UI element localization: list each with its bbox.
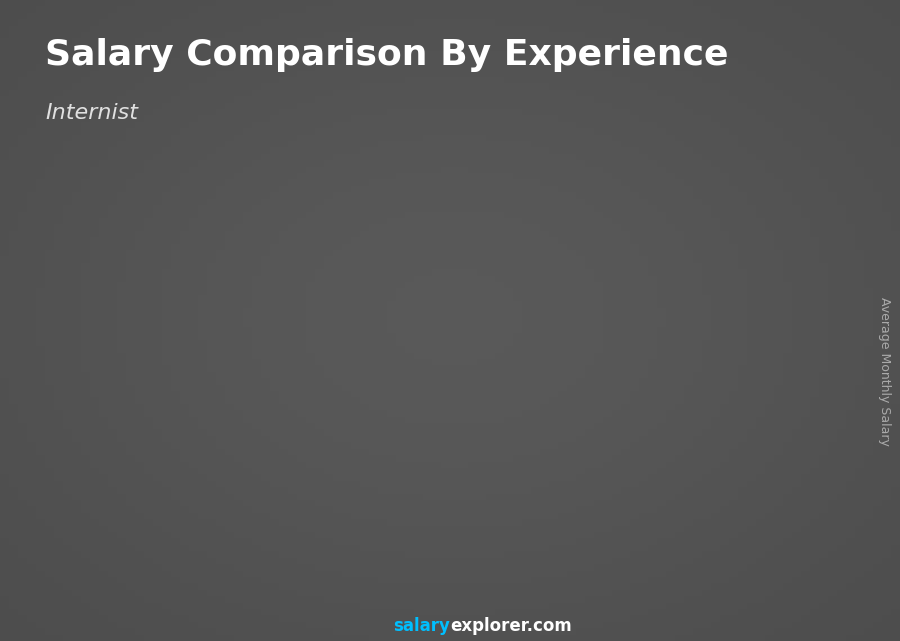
Text: +21%: +21%: [399, 245, 474, 269]
Polygon shape: [463, 288, 554, 294]
Bar: [205, 391, 283, 558]
Polygon shape: [154, 430, 169, 558]
Text: +34%: +34%: [141, 325, 218, 349]
Text: 20+ Years: 20+ Years: [710, 584, 805, 603]
Polygon shape: [796, 248, 811, 558]
Text: 36,400 SGD: 36,400 SGD: [723, 284, 814, 299]
Text: +5%: +5%: [663, 210, 724, 234]
Text: ★: ★: [770, 54, 777, 63]
Text: +9%: +9%: [535, 229, 595, 253]
Bar: [77, 433, 154, 558]
Text: 20,100 SGD: 20,100 SGD: [210, 403, 301, 419]
Text: salary: salary: [393, 617, 450, 635]
Polygon shape: [668, 263, 683, 558]
Polygon shape: [719, 248, 811, 255]
Polygon shape: [334, 335, 427, 340]
Text: ★: ★: [775, 37, 782, 46]
Polygon shape: [748, 40, 770, 62]
Text: ★: ★: [784, 44, 790, 53]
Polygon shape: [742, 39, 765, 62]
Text: explorer.com: explorer.com: [450, 617, 572, 635]
Polygon shape: [205, 387, 298, 391]
Bar: [590, 271, 668, 558]
Text: +30%: +30%: [270, 287, 346, 311]
Text: ★: ★: [766, 44, 773, 53]
Polygon shape: [539, 288, 554, 558]
Text: 2 to 5: 2 to 5: [217, 584, 271, 603]
Text: < 2 Years: < 2 Years: [71, 584, 160, 603]
Bar: [719, 255, 796, 558]
Text: 26,200 SGD: 26,200 SGD: [338, 359, 429, 374]
Polygon shape: [77, 430, 169, 433]
Polygon shape: [410, 335, 427, 558]
Bar: [724, 32, 806, 74]
Text: ★: ★: [780, 54, 788, 63]
Text: Salary Comparison By Experience: Salary Comparison By Experience: [45, 38, 728, 72]
Text: 5 to 10: 5 to 10: [339, 584, 405, 603]
Polygon shape: [283, 387, 298, 558]
Polygon shape: [590, 263, 683, 271]
Bar: [463, 294, 539, 558]
Text: 15 to 20: 15 to 20: [590, 584, 668, 603]
Text: Internist: Internist: [45, 103, 138, 122]
Text: 31,700 SGD: 31,700 SGD: [466, 319, 557, 333]
Text: 34,600 SGD: 34,600 SGD: [594, 297, 686, 312]
Text: 10 to 15: 10 to 15: [463, 584, 539, 603]
Text: Average Monthly Salary: Average Monthly Salary: [878, 297, 890, 446]
Bar: [334, 340, 410, 558]
Text: 15,000 SGD: 15,000 SGD: [81, 440, 172, 456]
